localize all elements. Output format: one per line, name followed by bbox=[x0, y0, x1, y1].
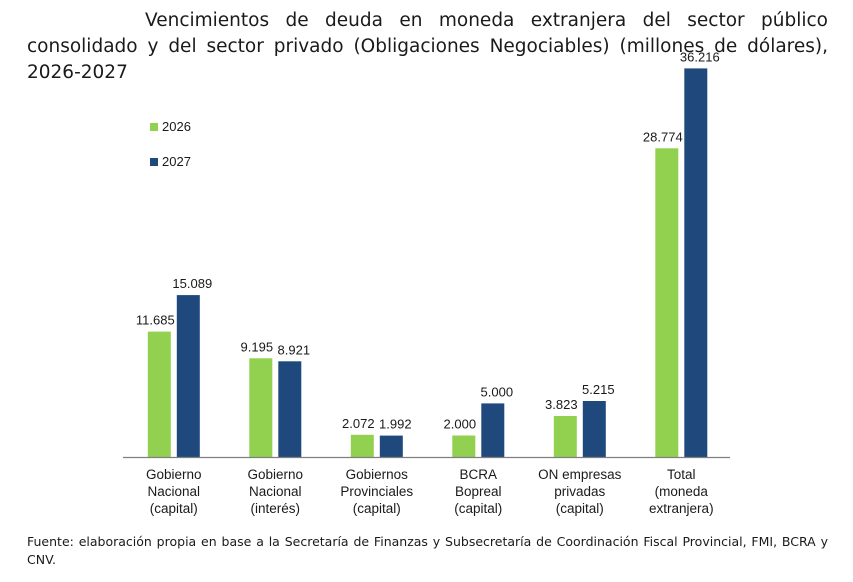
legend-label-2026: 2026 bbox=[162, 119, 191, 134]
bar-2026-5 bbox=[553, 416, 577, 457]
value-label-2026-5: 3.823 bbox=[545, 397, 578, 412]
category-label-3-line-3: (capital) bbox=[353, 501, 401, 516]
value-label-2027-6: 36.216 bbox=[680, 49, 720, 64]
chart-title: Vencimientos de deuda en moneda extranje… bbox=[27, 10, 828, 83]
category-label-4-line-3: (capital) bbox=[454, 501, 502, 516]
bar-2026-2 bbox=[249, 358, 273, 457]
bar-chart: 2026 2027 11.685 15.089 9.195 8.921 2.072 1.99… bbox=[123, 49, 730, 516]
value-labels-group: 11.685 15.089 9.195 8.921 2.072 1.992 2.000 5.0… bbox=[136, 49, 720, 431]
category-label-4-line-1: BCRA bbox=[460, 467, 498, 482]
category-labels-group: Gobierno Nacional (capital) Gobierno Naciona… bbox=[146, 467, 714, 516]
legend: 2026 2027 bbox=[150, 119, 191, 169]
value-label-2027-1: 15.089 bbox=[172, 276, 212, 291]
category-label-1-line-3: (capital) bbox=[150, 501, 198, 516]
category-label-5-line-2: privadas bbox=[554, 484, 605, 499]
bar-2027-3 bbox=[379, 435, 403, 457]
category-label-1-line-2: Nacional bbox=[148, 484, 201, 499]
value-label-2026-1: 11.685 bbox=[136, 313, 175, 328]
value-label-2026-6: 28.774 bbox=[643, 129, 683, 144]
category-label-4-line-2: Bopreal bbox=[455, 484, 502, 499]
value-label-2026-3: 2.072 bbox=[342, 416, 375, 431]
value-label-2027-3: 1.992 bbox=[379, 417, 412, 432]
bar-2027-5 bbox=[582, 401, 606, 457]
value-label-2026-4: 2.000 bbox=[444, 417, 477, 432]
category-label-5-line-3: (capital) bbox=[556, 501, 604, 516]
bar-2026-6 bbox=[655, 148, 679, 458]
bar-2027-4 bbox=[481, 403, 505, 457]
bar-2027-2 bbox=[278, 361, 302, 457]
category-label-6-line-1: Total bbox=[667, 467, 696, 482]
bar-2026-3 bbox=[350, 434, 374, 457]
category-label-2-line-1: Gobierno bbox=[248, 467, 304, 482]
value-label-2026-2: 9.195 bbox=[241, 339, 274, 354]
category-label-3-line-2: Provinciales bbox=[340, 484, 413, 499]
source-note: Fuente: elaboración propia en base a la … bbox=[27, 534, 828, 567]
bar-2027-1 bbox=[176, 295, 200, 457]
category-label-2-line-2: Nacional bbox=[249, 484, 302, 499]
category-label-6-line-2: (moneda bbox=[655, 484, 709, 499]
bar-2026-1 bbox=[147, 331, 171, 457]
value-label-2027-4: 5.000 bbox=[481, 384, 514, 399]
legend-swatch-2027 bbox=[150, 158, 158, 166]
category-label-5-line-1: ON empresas bbox=[538, 467, 622, 482]
category-label-2-line-3: (interés) bbox=[251, 501, 301, 516]
category-label-1-line-1: Gobierno bbox=[146, 467, 202, 482]
value-label-2027-5: 5.215 bbox=[582, 382, 615, 397]
value-label-2027-2: 8.921 bbox=[278, 342, 311, 357]
bar-2027-6 bbox=[684, 68, 708, 458]
legend-swatch-2026 bbox=[150, 123, 158, 131]
legend-label-2027: 2027 bbox=[162, 154, 191, 169]
bars-group bbox=[147, 68, 708, 458]
category-label-6-line-3: extranjera) bbox=[649, 501, 714, 516]
category-label-3-line-1: Gobiernos bbox=[346, 467, 409, 482]
bar-2026-4 bbox=[452, 435, 476, 457]
